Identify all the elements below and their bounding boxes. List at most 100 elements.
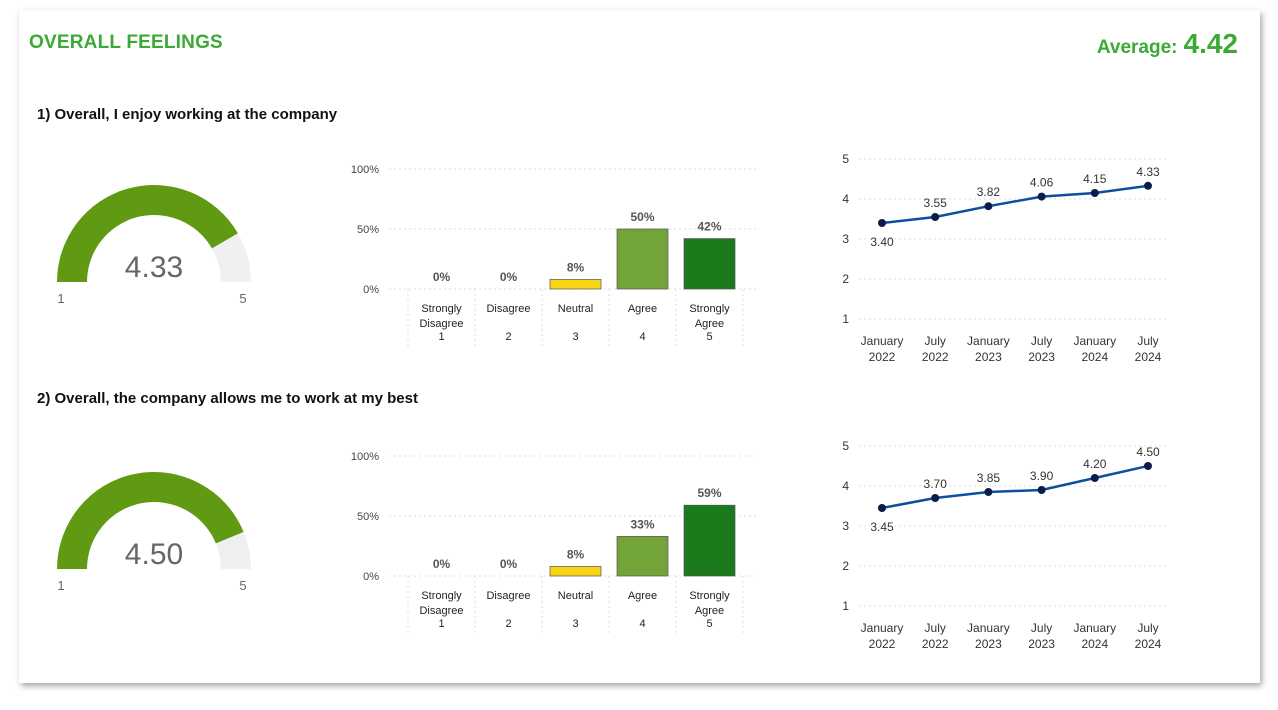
bar-data-label: 0% xyxy=(433,270,451,284)
line-data-label: 4.50 xyxy=(1136,445,1160,459)
bar-data-label: 0% xyxy=(433,557,451,571)
line-point xyxy=(931,494,940,502)
bar-data-label: 0% xyxy=(500,270,518,284)
bar-category-label: Agree xyxy=(628,303,657,315)
question-1-title: 1) Overall, I enjoy working at the compa… xyxy=(37,106,338,123)
line-point xyxy=(1037,192,1046,201)
bar-category-label: Disagree xyxy=(486,303,530,315)
line-xtick-month: January xyxy=(967,334,1010,348)
line-data-label: 3.82 xyxy=(977,185,1001,199)
line-xtick-month: July xyxy=(1137,334,1158,348)
line-xtick-year: 2023 xyxy=(1028,350,1055,364)
bar-category-code: 4 xyxy=(639,331,645,343)
line-xtick-year: 2024 xyxy=(1135,350,1162,364)
line-data-label: 3.70 xyxy=(924,477,948,491)
gauge-fill xyxy=(57,471,244,569)
line-xtick-year: 2022 xyxy=(922,637,949,651)
question-2-title: 2) Overall, the company allows me to wor… xyxy=(37,390,418,407)
bar-data-label: 0% xyxy=(500,557,518,571)
bar-ytick-label: 0% xyxy=(363,284,379,296)
line-ytick-label: 3 xyxy=(842,232,849,246)
bar-ytick-label: 50% xyxy=(357,224,379,236)
bar-category-code: 3 xyxy=(572,618,578,630)
average-label: Average: xyxy=(1096,37,1178,58)
line-xtick-year: 2022 xyxy=(869,350,896,364)
line-data-label: 4.06 xyxy=(1030,176,1054,190)
bar-category-label: Neutral xyxy=(558,303,593,315)
line-ytick-label: 2 xyxy=(842,272,849,286)
line-data-label: 3.85 xyxy=(977,471,1001,485)
bar-category-label: Disagree xyxy=(419,605,463,617)
line-data-label: 3.90 xyxy=(1030,469,1054,483)
gauge-min-label: 1 xyxy=(57,578,64,593)
bar-ytick-label: 0% xyxy=(363,571,379,583)
bar-category-code: 5 xyxy=(706,331,712,343)
line-point xyxy=(1144,181,1152,190)
gauge-chart-1: 4.33 1 5 xyxy=(57,185,251,306)
gauge-chart-2: 4.50 1 5 xyxy=(57,471,251,593)
line-xtick-year: 2024 xyxy=(1081,637,1108,651)
line-ytick-label: 5 xyxy=(842,439,849,453)
bar-ytick-label: 100% xyxy=(351,451,379,463)
bar-data-label: 8% xyxy=(567,260,585,274)
line-xtick-month: July xyxy=(1031,334,1052,348)
line-xtick-month: January xyxy=(861,621,904,635)
line-xtick-year: 2022 xyxy=(869,637,896,651)
bar-category-label: Strongly xyxy=(689,590,730,602)
line-point xyxy=(931,213,940,221)
line-ytick-label: 3 xyxy=(842,519,849,533)
line-xtick-month: July xyxy=(1031,621,1052,635)
line-xtick-year: 2023 xyxy=(975,637,1002,651)
line-point xyxy=(984,202,993,211)
line-xtick-year: 2023 xyxy=(975,350,1002,364)
gauge-fill xyxy=(57,185,238,282)
bar-category-label: Agree xyxy=(628,590,657,602)
line-xtick-month: July xyxy=(1137,621,1158,635)
dashboard-card: OVERALL FEELINGS Average: 4.42 1) Overall… xyxy=(19,10,1260,683)
bar-category-code: 5 xyxy=(706,618,712,630)
bar-data-label: 42% xyxy=(697,220,721,234)
bar-category-code: 4 xyxy=(639,618,645,630)
bar-category-label: Neutral xyxy=(558,590,593,602)
bar-category-code: 2 xyxy=(505,331,511,343)
gauge-value-label: 4.33 xyxy=(125,251,183,284)
bar-category-label: Strongly xyxy=(421,303,462,315)
charts-canvas: 4.331 50%50%100%0%StronglyDisagree10%Disa… xyxy=(57,152,1169,651)
bar-data-label: 8% xyxy=(567,547,585,561)
average-value: 4.42 xyxy=(1183,28,1239,59)
bar-category-label: Agree xyxy=(695,318,724,330)
line-point xyxy=(984,488,993,496)
bar-chart-1: 0%50%100%0%StronglyDisagree10%Disagree28… xyxy=(351,164,759,349)
line-series xyxy=(881,184,1149,225)
line-data-label: 3.55 xyxy=(924,196,948,210)
line-point xyxy=(1144,462,1152,470)
bar-category-label: Disagree xyxy=(486,590,530,602)
bar-category-code: 1 xyxy=(438,618,444,630)
average-summary: Average: 4.42 xyxy=(1097,28,1238,60)
page-title: OVERALL FEELINGS xyxy=(29,32,223,53)
line-xtick-year: 2022 xyxy=(922,350,949,364)
line-xtick-month: July xyxy=(925,334,946,348)
bar xyxy=(683,238,736,290)
bar-data-label: 50% xyxy=(630,210,654,224)
bar-category-label: Strongly xyxy=(689,303,730,315)
bar-data-label: 33% xyxy=(630,517,654,531)
bar xyxy=(549,566,602,577)
line-ytick-label: 1 xyxy=(842,312,849,326)
bar xyxy=(549,279,602,290)
line-point xyxy=(1090,189,1099,197)
line-ytick-label: 4 xyxy=(842,479,849,493)
gauge-value-label: 4.50 xyxy=(125,538,183,571)
bar-category-label: Agree xyxy=(695,605,724,617)
line-ytick-label: 2 xyxy=(842,559,849,573)
bar xyxy=(683,504,736,577)
line-ytick-label: 1 xyxy=(842,599,849,613)
bar-category-label: Strongly xyxy=(421,590,462,602)
line-point xyxy=(1037,486,1046,494)
line-xtick-month: January xyxy=(1073,621,1116,635)
line-point xyxy=(878,504,886,512)
line-data-label: 4.20 xyxy=(1083,457,1107,471)
bar-category-code: 2 xyxy=(505,618,511,630)
line-data-label: 3.45 xyxy=(870,520,894,534)
line-xtick-year: 2024 xyxy=(1135,637,1162,651)
